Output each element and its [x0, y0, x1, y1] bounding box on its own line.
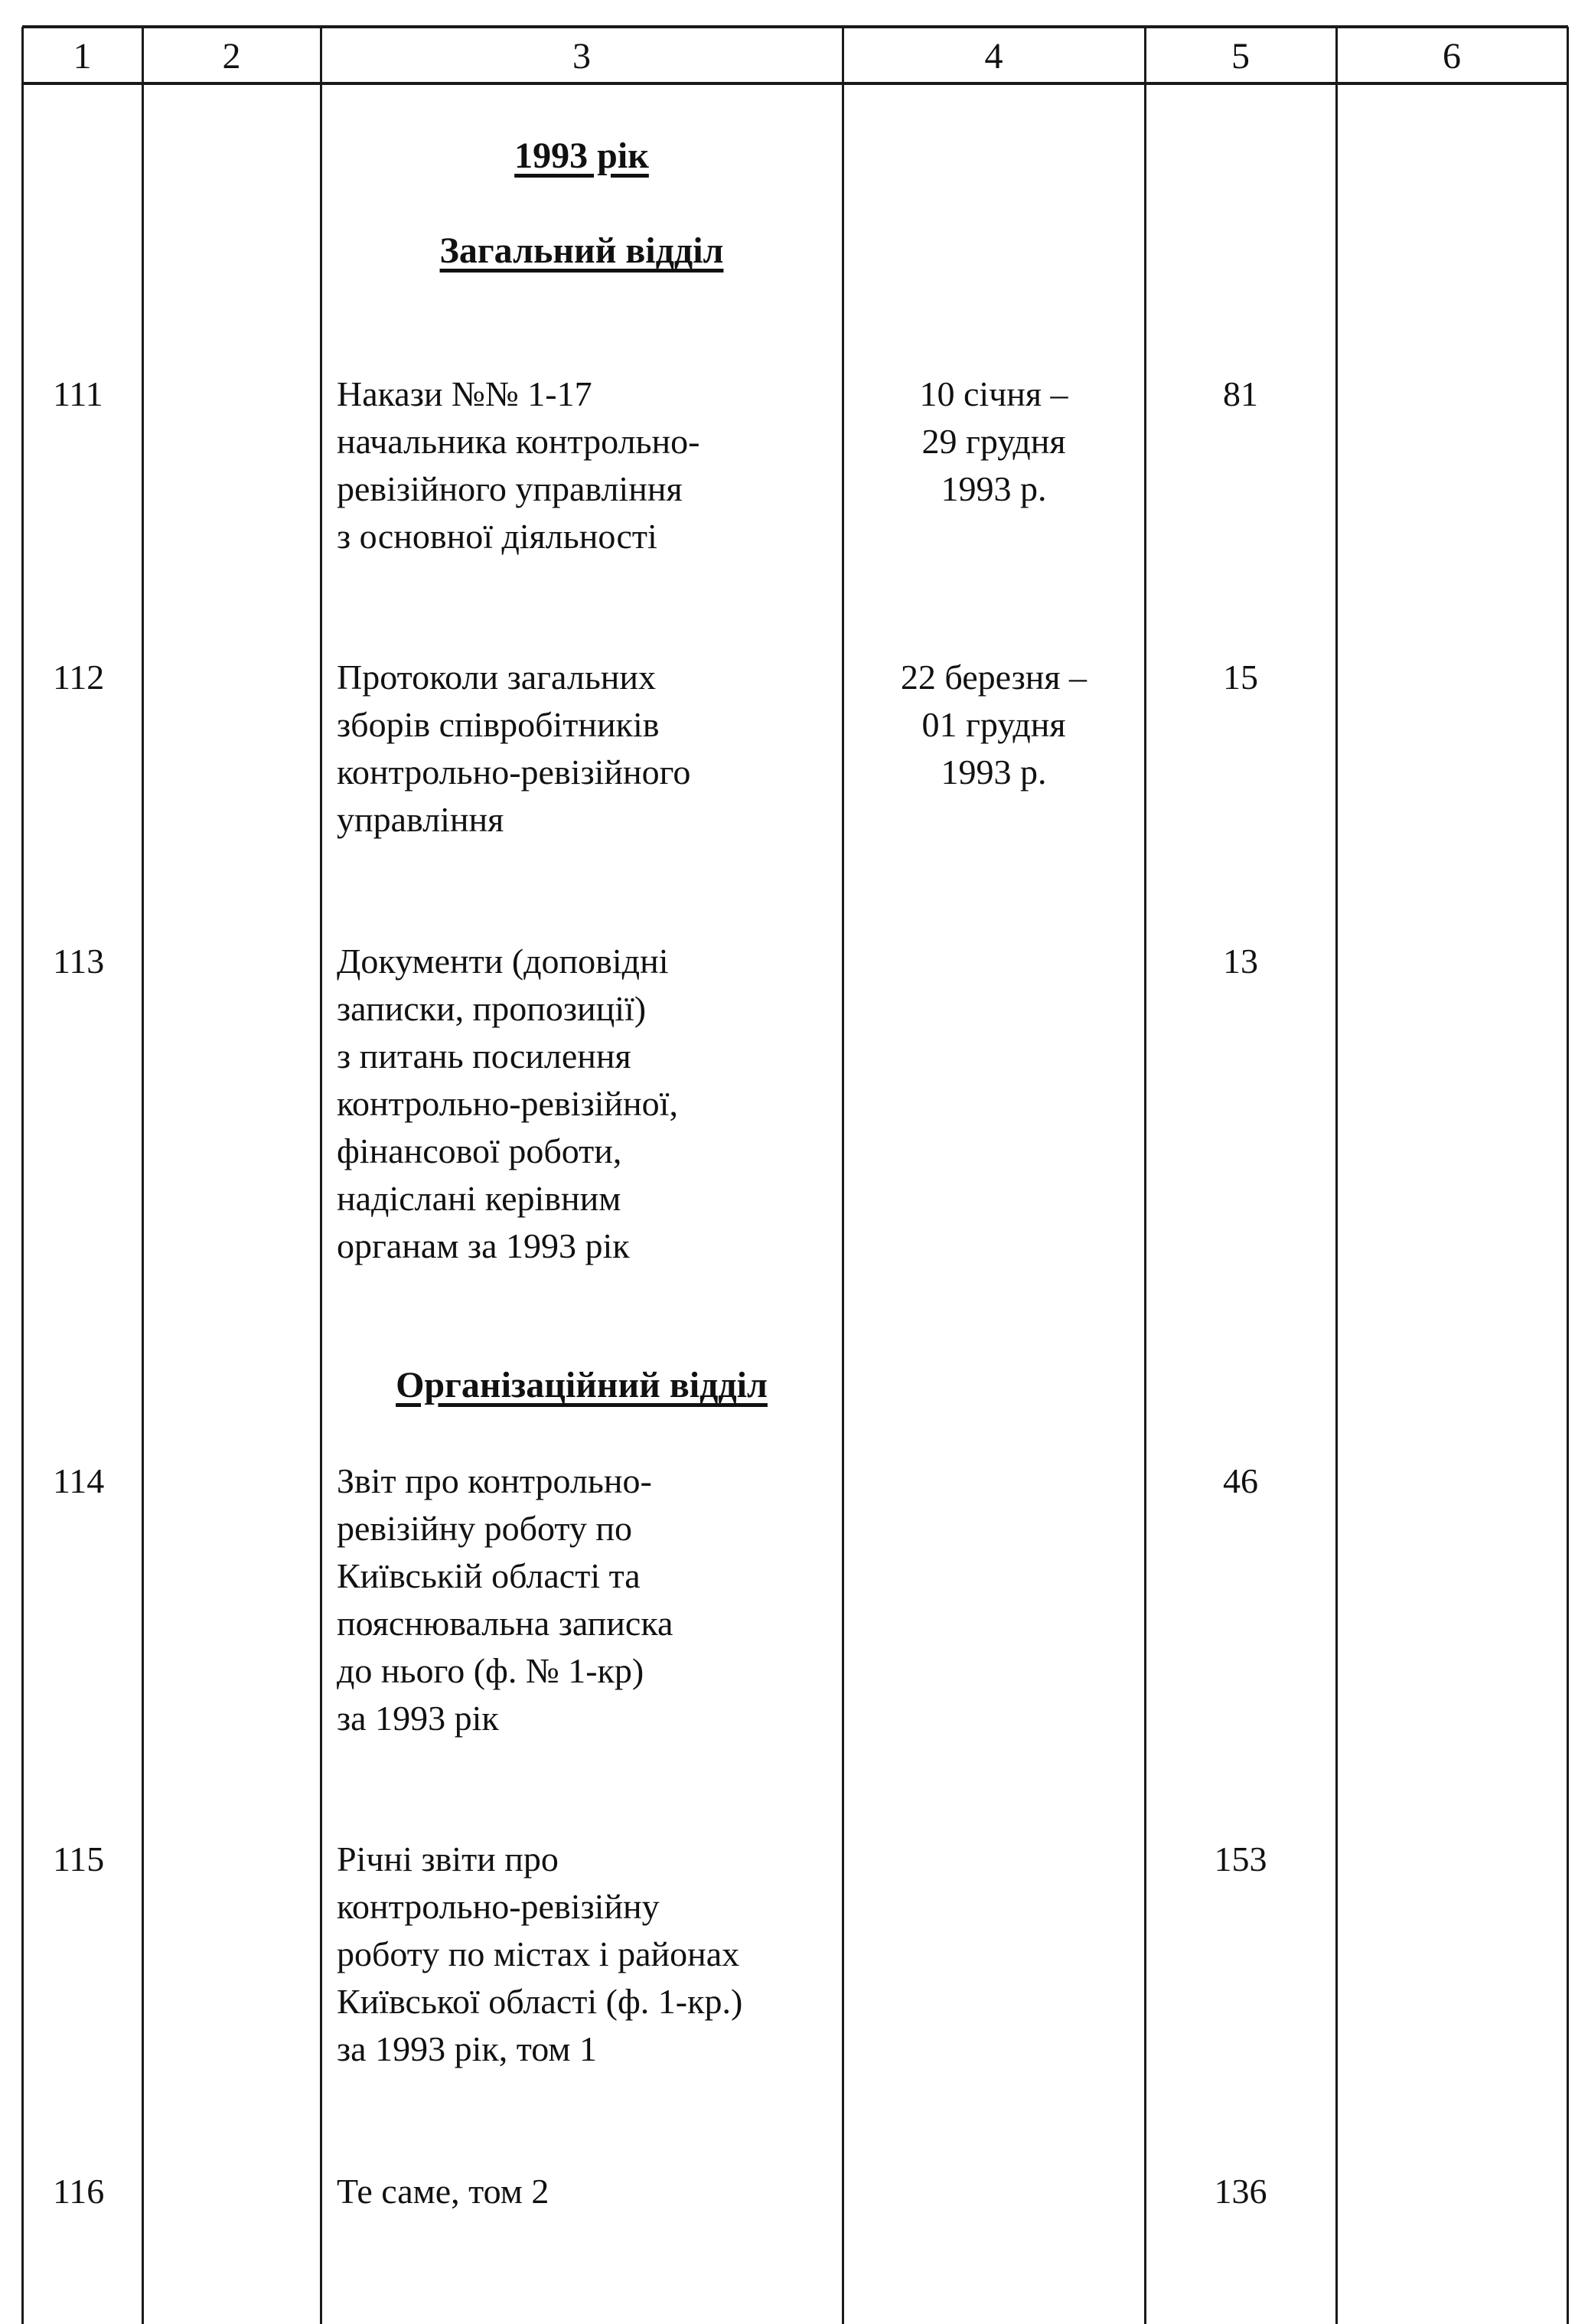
table-top-border [22, 25, 1568, 28]
case-number: 116 [53, 2172, 105, 2211]
column-border [1144, 27, 1146, 2324]
column-border [320, 27, 322, 2324]
column-border [21, 27, 24, 2324]
sheet-count: 46 [1223, 1461, 1258, 1500]
sheet-count: 15 [1223, 658, 1258, 697]
header-col-3: 3 [572, 36, 591, 77]
sheet-count: 81 [1223, 374, 1258, 413]
column-border [1335, 27, 1338, 2324]
case-number: 113 [53, 942, 105, 981]
case-title: Те саме, том 2 [337, 2172, 549, 2211]
case-number: 112 [53, 658, 105, 697]
header-col-4: 4 [984, 36, 1003, 77]
sheet-count: 136 [1214, 2172, 1267, 2211]
header-col-5: 5 [1231, 36, 1250, 77]
year-heading: 1993 рік [514, 135, 649, 176]
case-title: Документи (доповідні записки, пропозиції… [337, 942, 678, 1265]
header-col-2: 2 [222, 36, 241, 77]
header-bottom-border [22, 82, 1568, 85]
case-number: 115 [53, 1839, 105, 1878]
sheet-count: 153 [1214, 1839, 1267, 1878]
case-dates: 10 січня – 29 грудня 1993 р. [919, 374, 1068, 508]
general-department-heading: Загальний відділ [439, 230, 724, 271]
header-col-1: 1 [73, 36, 92, 77]
case-number: 114 [53, 1461, 105, 1500]
column-border [842, 27, 844, 2324]
column-border [142, 27, 144, 2324]
case-title: Накази №№ 1-17 начальника контрольно- ре… [337, 374, 700, 556]
case-title: Річні звіти про контрольно-ревізійну роб… [337, 1839, 743, 2068]
organizational-department-heading: Організаційний відділ [396, 1365, 768, 1405]
case-dates: 22 березня – 01 грудня 1993 р. [900, 658, 1087, 792]
header-col-6: 6 [1443, 36, 1461, 77]
case-title: Звіт про контрольно- ревізійну роботу по… [337, 1461, 673, 1738]
column-border [1567, 27, 1569, 2324]
sheet-count: 13 [1223, 942, 1258, 981]
case-number: 111 [53, 374, 103, 413]
case-title: Протоколи загальних зборів співробітникі… [337, 658, 691, 839]
